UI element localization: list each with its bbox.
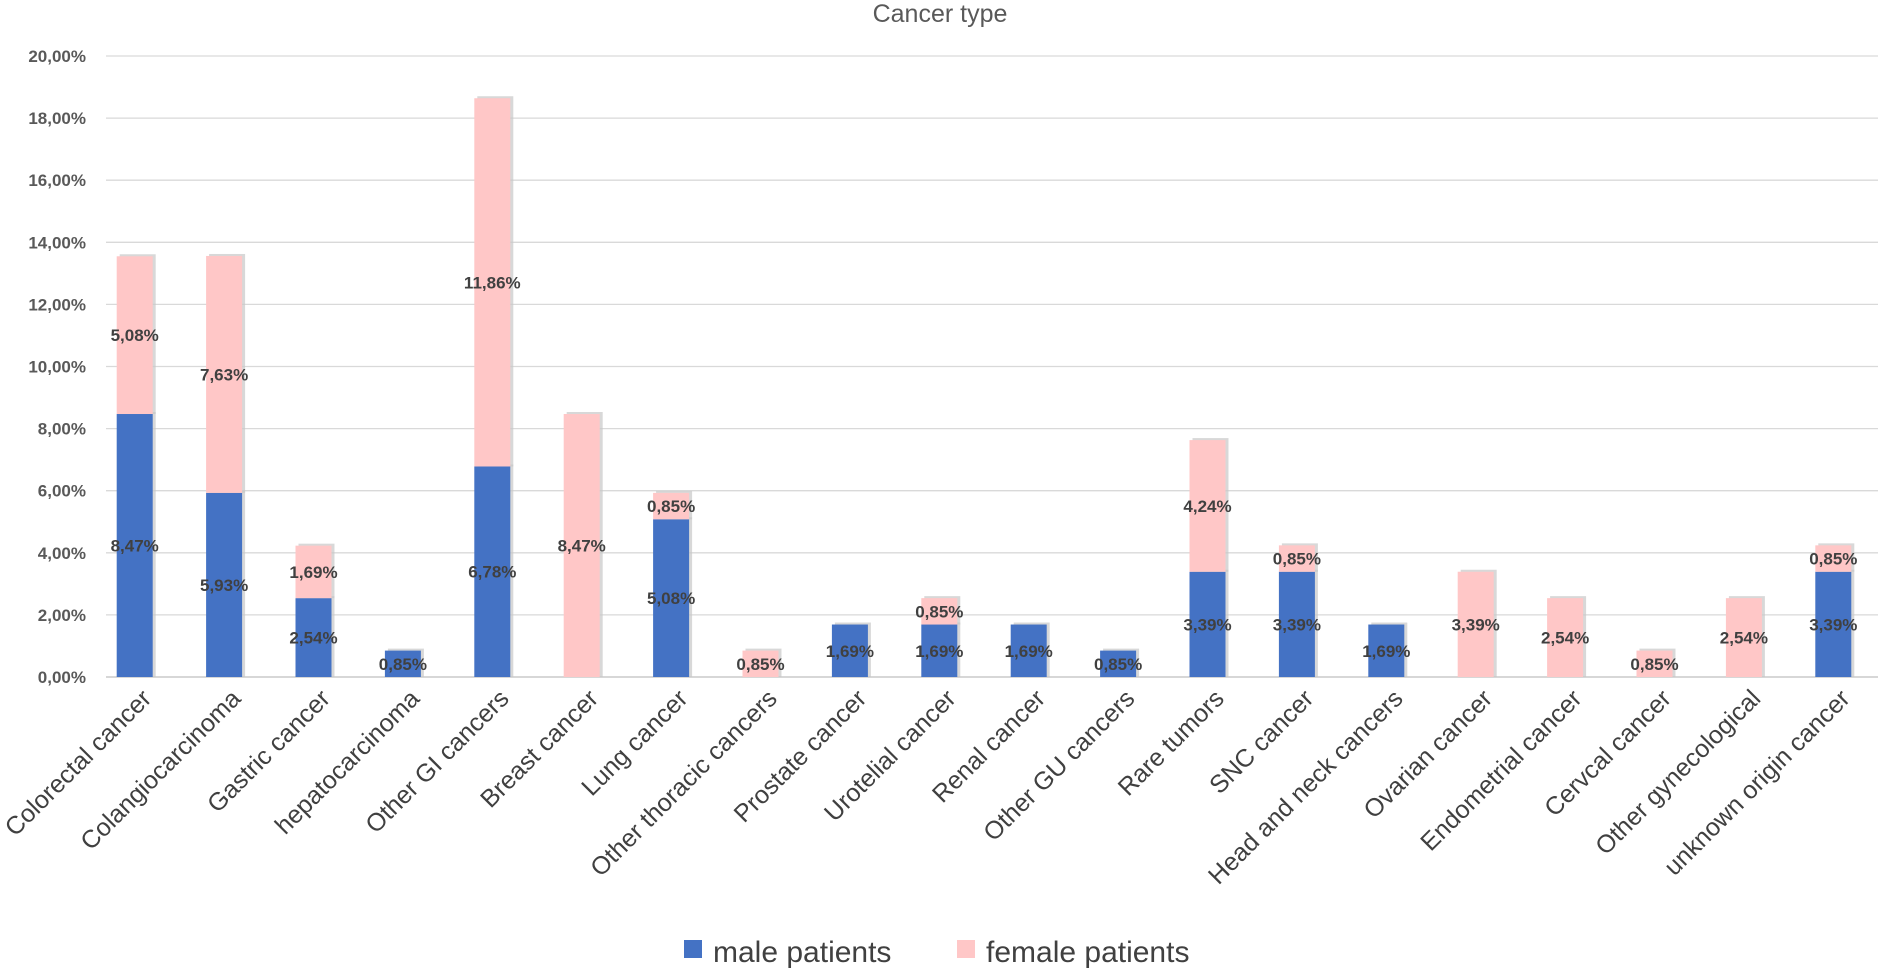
data-label-female: 2,54% <box>1541 629 1589 648</box>
bar-male <box>206 492 243 677</box>
y-tick-label: 6,00% <box>38 482 86 501</box>
y-tick-label: 14,00% <box>28 233 86 252</box>
data-label-female: 8,47% <box>558 537 606 556</box>
bar-female <box>1636 650 1673 677</box>
x-category-label: Colangiocarcinoma <box>75 684 246 855</box>
bar-male <box>1189 571 1226 677</box>
data-label-female: 3,39% <box>1452 615 1500 634</box>
data-label-male: 1,69% <box>1005 642 1053 661</box>
y-tick-label: 20,00% <box>28 47 86 66</box>
legend-label-female: female patients <box>986 936 1189 969</box>
legend-swatch-male <box>684 940 702 958</box>
bar-female <box>742 650 779 677</box>
bar-female <box>206 255 243 493</box>
y-tick-label: 2,00% <box>38 606 86 625</box>
data-labels: 8,47% 5,08% 5,93% 7,63% 2,54% 1,69% 0,85% 6,78%… <box>111 273 1858 673</box>
bars <box>116 96 1855 677</box>
legend: male patients female patients <box>684 936 1189 969</box>
chart-title: Cancer type <box>873 0 1008 28</box>
y-axis-ticks: 0,00% 2,00% 4,00% 6,00% 8,00% 10,00% 12,00% 14,… <box>28 47 86 687</box>
bar-male <box>1278 571 1315 677</box>
bar-male <box>1010 624 1047 677</box>
bar-female <box>474 98 511 467</box>
data-label-female: 2,54% <box>1720 629 1768 648</box>
bar-male <box>831 624 868 677</box>
bar-male <box>653 519 690 677</box>
y-tick-label: 10,00% <box>28 358 86 377</box>
bar-female <box>116 256 153 415</box>
data-label-female: 0,85% <box>736 655 784 674</box>
data-label-male: 3,39% <box>1183 615 1231 634</box>
data-label-male: 5,08% <box>647 589 695 608</box>
x-category-label: unknown origin cancer <box>1659 684 1856 881</box>
data-label-male: 8,47% <box>111 537 159 556</box>
data-label-female: 0,85% <box>915 602 963 621</box>
x-category-label: Other gynecological <box>1590 684 1766 860</box>
bar-male <box>1100 650 1137 677</box>
data-label-male: 2,54% <box>289 629 337 648</box>
bar-male <box>295 598 332 677</box>
gridlines <box>106 55 1878 678</box>
bar-female <box>1725 598 1762 677</box>
data-label-male: 1,69% <box>1362 642 1410 661</box>
y-tick-label: 0,00% <box>38 668 86 687</box>
x-category-label: Other GU cancers <box>978 684 1140 846</box>
data-label-female: 1,69% <box>289 563 337 582</box>
legend-label-male: male patients <box>713 936 891 969</box>
y-tick-label: 4,00% <box>38 544 86 563</box>
bar-female <box>1278 545 1315 572</box>
data-label-female: 11,86% <box>464 273 521 292</box>
y-tick-label: 8,00% <box>38 420 86 439</box>
data-label-male: 6,78% <box>468 563 516 582</box>
bar-male <box>1368 624 1405 677</box>
x-axis-categories: Colorectal cancerColangiocarcinomaGastri… <box>0 684 1856 890</box>
data-label-male: 1,69% <box>915 642 963 661</box>
bar-male <box>921 624 958 677</box>
data-label-male: 0,85% <box>379 655 427 674</box>
x-category-label: Endometrial cancer <box>1415 684 1587 856</box>
bar-female <box>1547 598 1584 677</box>
data-label-female: 0,85% <box>1809 550 1857 569</box>
bar-male <box>116 414 153 677</box>
data-label-female: 0,85% <box>1273 550 1321 569</box>
bar-female <box>295 545 332 599</box>
data-label-female: 5,08% <box>111 326 159 345</box>
data-label-female: 0,85% <box>1630 655 1678 674</box>
y-tick-label: 16,00% <box>28 171 86 190</box>
legend-swatch-female <box>957 940 975 958</box>
bar-female <box>921 598 958 625</box>
bar-male <box>384 650 421 677</box>
data-label-female: 4,24% <box>1183 497 1231 516</box>
bar-male <box>1815 571 1852 677</box>
bar-female <box>1457 571 1494 677</box>
data-label-male: 3,39% <box>1273 615 1321 634</box>
data-label-male: 1,69% <box>826 642 874 661</box>
bar-male <box>474 466 511 677</box>
y-tick-label: 12,00% <box>28 295 86 314</box>
bar-female <box>653 492 690 520</box>
bar-female <box>563 414 600 677</box>
data-label-male: 0,85% <box>1094 655 1142 674</box>
data-label-female: 7,63% <box>200 365 248 384</box>
bar-female <box>1189 440 1226 572</box>
x-category-label: Colorectal cancer <box>0 684 157 841</box>
data-label-female: 0,85% <box>647 497 695 516</box>
y-tick-label: 18,00% <box>28 109 86 128</box>
bar-female <box>1815 545 1852 572</box>
data-label-male: 3,39% <box>1809 615 1857 634</box>
data-label-male: 5,93% <box>200 576 248 595</box>
